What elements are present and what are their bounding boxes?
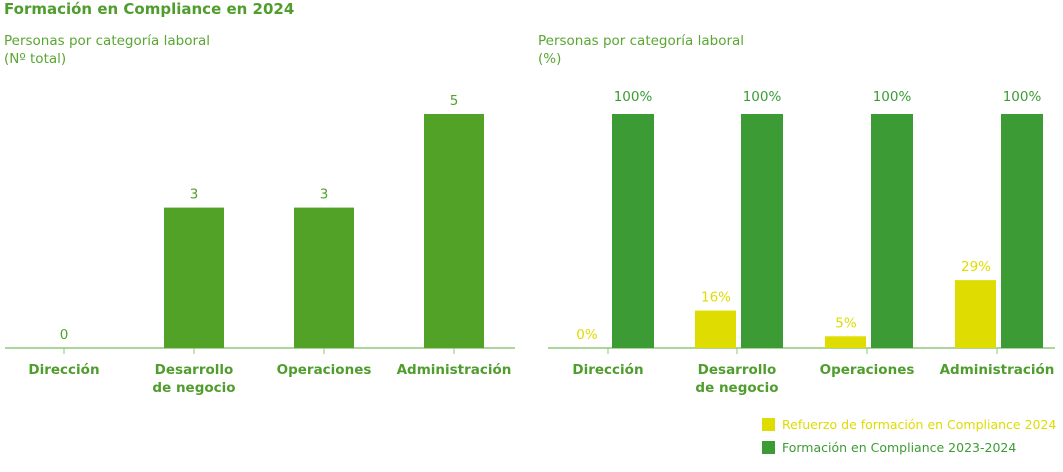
yellow-bar-2 xyxy=(825,336,866,348)
left-bar-3 xyxy=(424,114,484,348)
legend-item-refuerzo: Refuerzo de formación en Compliance 2024 xyxy=(762,417,1056,432)
figure-title: Formación en Compliance en 2024 xyxy=(4,0,295,18)
legend-label: Refuerzo de formación en Compliance 2024 xyxy=(782,417,1057,432)
left-data-label: 3 xyxy=(190,187,199,203)
left-category-label: de negocio xyxy=(152,380,235,396)
left-data-label: 3 xyxy=(320,187,329,203)
yellow-data-label: 0% xyxy=(576,327,598,343)
left-subtitle-line2: (Nº total) xyxy=(4,51,67,67)
left-data-label: 5 xyxy=(450,93,459,109)
right-category-label: Operaciones xyxy=(820,362,915,378)
green-bar-1 xyxy=(741,114,783,348)
left-category-label: Dirección xyxy=(28,362,99,378)
green-bar-2 xyxy=(871,114,913,348)
yellow-bar-1 xyxy=(695,310,736,348)
right-subtitle-line1: Personas por categoría laboral xyxy=(538,33,745,49)
right-subtitle-line2: (%) xyxy=(538,51,562,67)
right-category-label: Dirección xyxy=(572,362,643,378)
right-category-label: de negocio xyxy=(695,380,778,396)
right-category-label: Administración xyxy=(940,362,1055,378)
left-subtitle-line1: Personas por categoría laboral xyxy=(4,33,211,49)
left-subtitle: Personas por categoría laboral (Nº total… xyxy=(4,32,210,68)
left-category-label: Desarrollo xyxy=(155,362,234,378)
yellow-bar-3 xyxy=(955,280,996,348)
left-category-label: Administración xyxy=(397,362,512,378)
right-category-label: Desarrollo xyxy=(698,362,777,378)
legend-swatch-yellow xyxy=(762,418,775,431)
left-bar-2 xyxy=(294,207,354,348)
green-data-label: 100% xyxy=(873,89,912,105)
yellow-data-label: 5% xyxy=(835,315,857,331)
green-data-label: 100% xyxy=(614,89,653,105)
legend-label: Formación en Compliance 2023-2024 xyxy=(782,440,1017,455)
green-bar-3 xyxy=(1001,114,1043,348)
left-category-label: Operaciones xyxy=(277,362,372,378)
yellow-data-label: 29% xyxy=(961,259,991,275)
legend-item-formacion: Formación en Compliance 2023-2024 xyxy=(762,440,1016,455)
left-bar-1 xyxy=(164,207,224,348)
green-data-label: 100% xyxy=(1003,89,1042,105)
right-subtitle: Personas por categoría laboral (%) xyxy=(538,32,744,68)
green-bar-0 xyxy=(612,114,654,348)
legend-swatch-green xyxy=(762,441,775,454)
left-data-label: 0 xyxy=(60,327,69,343)
green-data-label: 100% xyxy=(743,89,782,105)
yellow-data-label: 16% xyxy=(701,290,731,306)
